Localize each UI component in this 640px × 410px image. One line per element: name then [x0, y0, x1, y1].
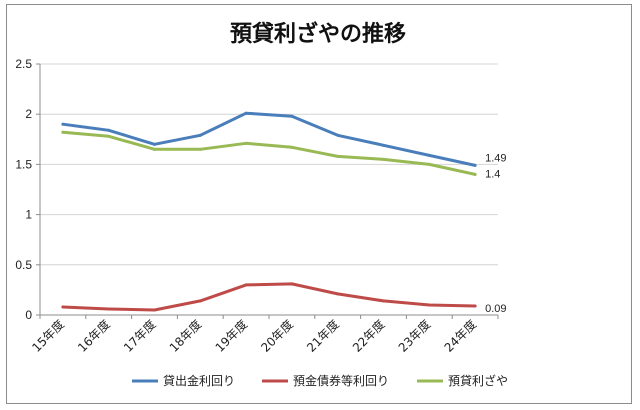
x-tick-label: 16年度 — [74, 317, 112, 355]
legend-label: 預貸利ざや — [448, 373, 508, 388]
x-tick-label: 18年度 — [166, 317, 204, 355]
data-point — [382, 299, 385, 303]
x-tick-label: 24年度 — [441, 317, 479, 355]
data-point — [473, 304, 477, 308]
data-point — [290, 282, 294, 286]
legend-label: 貸出金利回り — [163, 373, 235, 388]
data-point — [336, 292, 340, 296]
series-line — [61, 111, 477, 167]
data-point — [473, 163, 477, 167]
data-point — [107, 307, 111, 311]
data-point — [382, 143, 385, 147]
data-label: 1.49 — [485, 152, 506, 164]
data-label: 0.09 — [485, 303, 506, 315]
data-point — [61, 130, 65, 134]
series-line — [61, 282, 477, 312]
data-point — [198, 133, 202, 137]
data-point — [107, 134, 111, 138]
y-tick-label: 0 — [25, 308, 32, 322]
chart-frame — [6, 4, 632, 404]
axes — [36, 63, 499, 319]
x-tick-label: 20年度 — [258, 317, 296, 355]
series-line — [61, 130, 477, 176]
y-tick-label: 1 — [25, 208, 32, 222]
data-point — [336, 154, 340, 158]
legend-label: 預金債券等利回り — [293, 373, 389, 388]
y-tick-label: 0.5 — [15, 258, 32, 272]
data-labels: 1.49 0.09 1.4 — [485, 152, 506, 315]
x-tick-label: 22年度 — [349, 317, 387, 355]
x-axis-ticks: 15年度 16年度 17年度 18年度 19年度 20年度 21年度 22年度 23年度 24年度 — [29, 317, 480, 355]
y-tick-label: 2 — [25, 107, 32, 121]
data-point — [61, 122, 65, 126]
data-point — [61, 305, 65, 309]
x-tick-label: 17年度 — [120, 317, 158, 355]
legend: 貸出金利回り 預金債券等利回り 預貸利ざや — [132, 373, 508, 388]
data-point — [244, 141, 248, 145]
data-point — [107, 128, 111, 132]
x-tick-label: 21年度 — [303, 317, 341, 355]
data-point — [198, 147, 202, 151]
data-point — [427, 303, 431, 307]
data-point — [336, 133, 340, 137]
data-point — [244, 111, 248, 115]
gridlines — [40, 63, 498, 266]
x-tick-label: 15年度 — [29, 317, 67, 355]
data-point — [473, 172, 477, 176]
data-point — [290, 145, 294, 149]
data-point — [153, 308, 156, 312]
data-label: 1.4 — [485, 168, 500, 180]
data-point — [290, 114, 294, 118]
data-point — [427, 162, 431, 166]
x-tick-label: 19年度 — [212, 317, 250, 355]
x-tick-label: 23年度 — [395, 317, 433, 355]
chart-title: 預貸利ざやの推移 — [230, 21, 406, 47]
y-axis-ticks: 0 0.5 1 1.5 2 2.5 — [15, 57, 32, 322]
series-lines — [61, 111, 477, 312]
data-point — [382, 157, 385, 161]
data-point — [153, 142, 156, 146]
y-tick-label: 1.5 — [15, 157, 32, 171]
data-point — [244, 283, 248, 287]
data-point — [153, 147, 156, 151]
y-tick-label: 2.5 — [15, 57, 32, 71]
data-point — [427, 153, 431, 157]
data-point — [198, 299, 202, 303]
